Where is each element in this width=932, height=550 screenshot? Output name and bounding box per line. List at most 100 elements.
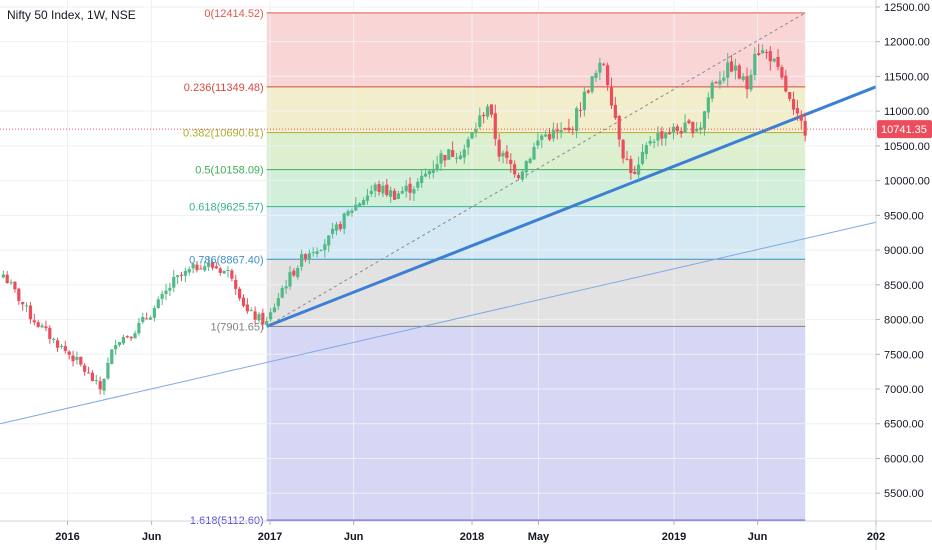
candle-body <box>319 249 323 251</box>
candle-body <box>199 268 203 270</box>
candle-body <box>714 82 718 84</box>
candle-body <box>590 76 594 92</box>
candle-body <box>656 132 660 141</box>
candle-body <box>261 312 265 325</box>
candle-body <box>121 337 126 344</box>
candle-body <box>726 62 730 78</box>
candle-body <box>617 115 621 140</box>
candle-body <box>702 111 707 129</box>
candle-body <box>350 210 354 213</box>
candle-body <box>420 175 424 184</box>
candle-body <box>288 272 292 287</box>
candle-body <box>315 251 319 255</box>
candle-body <box>110 349 114 364</box>
candle-body <box>90 372 95 382</box>
candle-body <box>451 150 455 157</box>
candle-body <box>392 190 397 200</box>
candle-body <box>544 134 548 137</box>
candle-body <box>365 195 370 201</box>
fib-fill-group <box>266 12 806 521</box>
candle-body <box>373 184 377 191</box>
candle-body <box>528 158 532 163</box>
candle-body <box>691 121 695 134</box>
candle-body <box>63 346 67 351</box>
candle-body <box>667 132 672 135</box>
fib-level-label: 0.236(11349.48) <box>184 82 264 94</box>
candle-body <box>644 145 648 155</box>
candle-body <box>489 104 494 115</box>
candle-body <box>547 133 552 140</box>
candle-body <box>795 108 800 114</box>
price-tick-label: 8500.00 <box>884 280 924 292</box>
trendline-thick <box>266 85 877 328</box>
fib-level-label: 0.5(10158.09) <box>195 165 264 177</box>
candle-body <box>513 164 517 175</box>
candle-body <box>214 266 218 269</box>
fib-zone <box>266 132 806 170</box>
candle-body <box>466 139 470 148</box>
candle-body <box>1 274 5 278</box>
candle-body <box>423 173 428 177</box>
candle-body <box>621 139 625 159</box>
candle-body <box>598 62 602 73</box>
candle-body <box>389 190 393 197</box>
candle-body <box>28 305 33 320</box>
candle-body <box>195 264 199 271</box>
fib-level-label: 0.382(10690.61) <box>183 128 264 140</box>
candle-body <box>683 122 687 133</box>
candle-body <box>505 151 509 158</box>
candle-body <box>9 282 13 284</box>
price-tick-label: 11000.00 <box>884 106 929 118</box>
fib-labels-group: 0(12414.52) 0.236(11349.48) 0.382(10690.61… <box>183 8 264 527</box>
candle-body <box>222 270 226 274</box>
candle-body <box>323 244 327 251</box>
candle-body <box>443 155 447 161</box>
candle-body <box>265 320 269 326</box>
candle-body <box>94 380 98 382</box>
candle-body <box>55 340 60 348</box>
candle-body <box>497 139 501 157</box>
candle-body <box>164 290 168 295</box>
candle-body <box>230 270 234 279</box>
candle-body <box>768 51 772 62</box>
candle-body <box>408 183 412 193</box>
trendline-thin <box>0 221 877 425</box>
candle-body <box>24 305 29 307</box>
candle-body <box>567 127 571 131</box>
price-tick-label: 7500.00 <box>884 349 924 361</box>
candle-body <box>447 149 451 160</box>
candle-body <box>633 171 637 174</box>
fib-zone <box>266 12 806 87</box>
candle-body <box>718 80 722 85</box>
candle-body <box>458 155 463 159</box>
candle-body <box>172 276 176 288</box>
candle-body <box>695 128 699 132</box>
price-tick-label: 10500.00 <box>884 141 930 153</box>
candle-body <box>307 253 311 260</box>
candle-body <box>664 133 668 139</box>
candle-body <box>416 181 420 188</box>
candle-body <box>462 149 466 158</box>
candle-body <box>346 211 350 216</box>
candle-body <box>625 158 629 160</box>
candle-body <box>117 342 122 346</box>
candle-body <box>226 270 230 272</box>
price-tick-label: 10000.00 <box>884 176 930 188</box>
candle-body <box>59 345 64 347</box>
candle-body <box>757 53 761 56</box>
candle-body <box>551 130 555 139</box>
price-tick-label: 9000.00 <box>884 245 924 257</box>
candle-body <box>276 298 280 307</box>
candle-body <box>660 131 664 139</box>
time-tick-label: 2016 <box>55 531 79 543</box>
candle-body <box>803 120 807 136</box>
candle-body <box>5 274 9 284</box>
candle-body <box>44 326 48 329</box>
candle-body <box>540 135 544 140</box>
candle-body <box>454 157 459 159</box>
candle-body <box>482 114 486 117</box>
candle-body <box>187 269 191 273</box>
candle-body <box>474 129 478 133</box>
